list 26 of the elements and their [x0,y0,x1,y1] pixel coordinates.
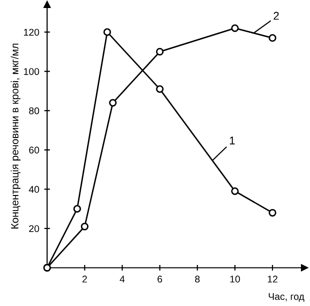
x-tick-label: 6 [158,276,162,283]
x-tick-label: 2 [82,276,87,282]
series-label: 2 [274,12,279,20]
point [268,34,276,42]
point [231,187,239,195]
point [80,222,88,230]
point [103,28,112,36]
x-axis-title: Час, год [268,293,304,302]
x-tick-label: 12 [268,276,278,282]
y-tick-label: 80 [29,107,40,114]
y-tick-label: 60 [29,146,40,154]
point [109,98,117,107]
y-tick-label: 40 [28,186,40,193]
y-tick-label: 120 [24,28,40,36]
x-tick-label: 8 [195,276,200,283]
point [231,24,239,32]
y-tick-label: 20 [29,225,40,232]
point [73,205,81,213]
text: 1 [230,136,235,144]
point [268,208,276,217]
y-tick-label: 100 [24,68,40,75]
x-tick-label: 10 [230,276,240,283]
point [156,85,164,93]
y-axis-title: Концентрація речовини в крові, мкг/мл [10,44,20,228]
point [156,48,164,56]
x-tick-label: 4 [120,276,125,282]
